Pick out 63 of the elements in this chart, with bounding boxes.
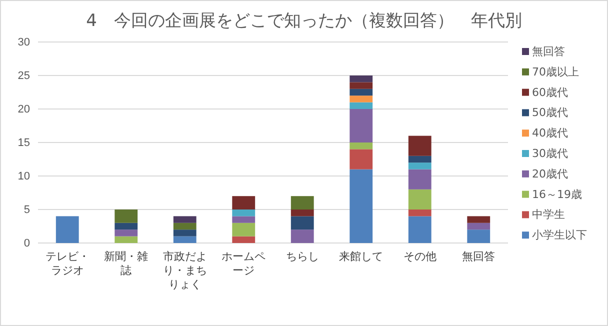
bar bbox=[350, 109, 373, 142]
y-tick-label: 25 bbox=[18, 70, 30, 82]
y-tick-label: 30 bbox=[18, 36, 30, 49]
x-tick-label: ちらし bbox=[286, 250, 319, 263]
bar bbox=[467, 230, 490, 243]
bar bbox=[467, 222, 490, 230]
legend-label: 30歳代 bbox=[532, 147, 568, 160]
bar bbox=[408, 162, 432, 170]
bar bbox=[114, 210, 138, 223]
y-tick-label: 15 bbox=[18, 137, 30, 150]
bar bbox=[350, 88, 373, 96]
bar bbox=[232, 210, 256, 216]
x-tick-label: テレビ・ラジオ bbox=[45, 250, 90, 277]
bar bbox=[232, 196, 256, 210]
x-tick-label: 無回答 bbox=[462, 250, 496, 263]
legend-label: 50歳代 bbox=[532, 106, 568, 120]
bar bbox=[290, 216, 314, 230]
x-tick-label: ホームページ bbox=[222, 250, 266, 277]
y-tick-label: 5 bbox=[24, 204, 30, 216]
bar bbox=[350, 149, 373, 170]
bar bbox=[232, 222, 256, 236]
bar bbox=[173, 216, 196, 223]
bar bbox=[350, 142, 373, 150]
legend-label: 16～19歳 bbox=[532, 188, 582, 201]
x-tick-label: 新聞・雑誌 bbox=[104, 250, 148, 277]
bar bbox=[232, 216, 256, 223]
bar bbox=[290, 230, 314, 243]
bar bbox=[114, 236, 138, 243]
legend-label: 40歳代 bbox=[532, 126, 568, 140]
legend-label: 無回答 bbox=[532, 45, 565, 58]
bar bbox=[290, 196, 314, 210]
bar bbox=[350, 169, 373, 243]
legend-label: 60歳代 bbox=[532, 86, 568, 99]
bar bbox=[173, 236, 196, 243]
bar bbox=[408, 156, 432, 163]
bar bbox=[290, 210, 314, 216]
legend-label: 20歳代 bbox=[532, 167, 568, 180]
bar bbox=[232, 236, 256, 243]
legend-label: 70歳以上 bbox=[532, 65, 579, 78]
bar bbox=[173, 222, 196, 230]
bar bbox=[114, 230, 138, 236]
bar bbox=[467, 216, 490, 223]
bar bbox=[350, 102, 373, 109]
bar bbox=[408, 169, 432, 190]
bar bbox=[408, 189, 432, 210]
bar bbox=[350, 96, 373, 102]
bar bbox=[173, 230, 196, 236]
y-tick-label: 10 bbox=[18, 170, 30, 183]
bar bbox=[114, 222, 138, 230]
bar bbox=[408, 136, 432, 156]
bar bbox=[350, 76, 373, 82]
bar bbox=[408, 210, 432, 216]
x-tick-label: その他 bbox=[403, 250, 436, 263]
chart-title: 4 今回の企画展をどこで知ったか（複数回答） 年代別 bbox=[86, 11, 522, 31]
bar bbox=[408, 216, 432, 243]
bar bbox=[350, 82, 373, 89]
legend-label: 小学生以下 bbox=[532, 228, 587, 242]
bar bbox=[56, 216, 79, 243]
x-tick-label: 市政だより・まちりょく bbox=[162, 250, 207, 291]
y-tick-label: 0 bbox=[24, 238, 30, 250]
x-tick-label: 来館して bbox=[339, 250, 384, 263]
legend-label: 中学生 bbox=[532, 208, 565, 222]
y-tick-label: 20 bbox=[18, 104, 30, 116]
